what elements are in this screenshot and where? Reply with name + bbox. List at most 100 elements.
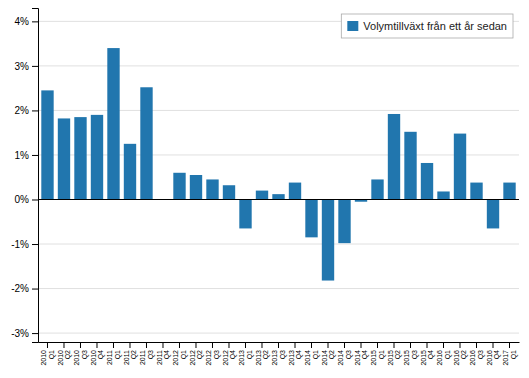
x-tick: 2015Q4: [420, 342, 435, 366]
x-tick: 2012Q1: [172, 342, 187, 366]
x-tick: 2016Q1: [436, 342, 451, 366]
y-tick-mark: [32, 155, 38, 156]
x-tick-mark: [344, 342, 345, 348]
y-tick: -3%: [11, 328, 38, 339]
x-tick: 2016Q3: [469, 342, 484, 366]
x-tick-label: 2012Q4: [222, 350, 237, 366]
x-tick: 2014Q4: [354, 342, 369, 366]
y-tick-label: 0%: [15, 194, 30, 205]
x-tick-label: 2010Q1: [40, 350, 55, 366]
bar: [322, 199, 334, 280]
bar: [404, 132, 416, 200]
x-tick-label: 2016Q4: [486, 350, 501, 366]
x-tick-label: 2014Q2: [321, 350, 336, 366]
y-tick: 2%: [15, 105, 38, 116]
bar: [58, 118, 70, 199]
x-tick-mark: [476, 342, 477, 348]
y-tick-label: 1%: [15, 150, 30, 161]
x-tick: 2014Q1: [304, 342, 319, 366]
x-tick-mark: [63, 342, 64, 348]
y-tick-mark: [32, 244, 38, 245]
x-tick: 2011Q1: [106, 342, 121, 365]
legend: Volymtillväxt från ett år sedan: [341, 14, 513, 38]
x-tick-mark: [295, 342, 296, 348]
x-tick: 2015Q3: [403, 342, 418, 366]
x-tick-mark: [129, 342, 130, 348]
x-tick-label: 2010Q4: [90, 350, 105, 366]
x-tick-label: 2011Q3: [139, 350, 154, 365]
y-tick-label: 4%: [15, 16, 30, 27]
x-tick-mark: [443, 342, 444, 348]
bar: [173, 173, 185, 200]
x-tick-label: 2012Q3: [205, 350, 220, 366]
x-tick-mark: [47, 342, 48, 348]
x-tick: 2013Q3: [271, 342, 286, 366]
bar: [41, 90, 53, 199]
x-tick-label: 2014Q1: [304, 350, 319, 366]
y-tick-label: 2%: [15, 105, 30, 116]
x-tick-label: 2015Q3: [403, 350, 418, 366]
bar: [487, 199, 499, 228]
x-tick-label: 2015Q2: [387, 350, 402, 366]
y-tick-mark: [32, 66, 38, 67]
y-tick-mark: [32, 199, 38, 200]
bar: [91, 115, 103, 200]
x-tick: 2010Q4: [90, 342, 105, 366]
x-tick-mark: [146, 342, 147, 348]
x-tick: 2010Q1: [40, 342, 55, 366]
x-tick: 2015Q1: [370, 342, 385, 366]
bar: [140, 87, 152, 199]
x-tick: 2012Q2: [189, 342, 204, 366]
x-tick-label: 2015Q4: [420, 350, 435, 366]
x-tick: 2014Q2: [321, 342, 336, 366]
bar: [338, 199, 350, 243]
x-tick-label: 2011Q2: [123, 350, 138, 365]
x-tick: 2014Q3: [337, 342, 352, 366]
y-tick: 3%: [15, 61, 38, 72]
x-tick-mark: [162, 342, 163, 348]
y-tick-label: -3%: [11, 328, 29, 339]
x-tick-mark: [394, 342, 395, 348]
x-tick: 2017Q1: [502, 342, 517, 366]
bar: [503, 183, 515, 200]
bar: [124, 144, 136, 200]
x-tick-mark: [460, 342, 461, 348]
x-tick: 2013Q1: [238, 342, 253, 366]
bar: [305, 199, 317, 237]
x-tick: 2013Q2: [255, 342, 270, 366]
x-tick-label: 2016Q3: [469, 350, 484, 366]
x-tick: 2012Q4: [222, 342, 237, 366]
y-tick: -2%: [11, 283, 38, 294]
grid-line: [38, 199, 519, 200]
x-tick-label: 2010Q2: [57, 350, 72, 366]
grid-line: [38, 288, 519, 289]
y-tick: 0%: [15, 194, 38, 205]
x-tick-label: 2012Q2: [189, 350, 204, 366]
x-tick-label: 2014Q4: [354, 350, 369, 366]
x-tick-label: 2016Q2: [453, 350, 468, 366]
plot: -3%-2%-1%0%1%2%3%4%2010Q12010Q22010Q3201…: [11, 9, 519, 366]
x-tick-mark: [179, 342, 180, 348]
x-tick-mark: [195, 342, 196, 348]
x-tick-label: 2013Q3: [271, 350, 286, 366]
x-tick-label: 2010Q3: [73, 350, 88, 366]
x-tick: 2010Q3: [73, 342, 88, 366]
x-tick-mark: [427, 342, 428, 348]
y-tick: -1%: [11, 239, 38, 250]
y-tick: 1%: [15, 150, 38, 161]
x-tick-mark: [410, 342, 411, 348]
bar: [388, 114, 400, 200]
x-tick-label: 2016Q1: [436, 350, 451, 366]
x-tick-label: 2013Q1: [238, 350, 253, 366]
grid: [38, 21, 519, 333]
grid-line: [38, 244, 519, 245]
x-tick-label: 2012Q1: [172, 350, 187, 366]
bar: [239, 199, 251, 228]
y-tick-mark: [32, 21, 38, 22]
legend-label: Volymtillväxt från ett år sedan: [363, 20, 507, 32]
x-tick: 2016Q2: [453, 342, 468, 366]
bar: [470, 183, 482, 200]
legend-swatch: [347, 21, 358, 31]
bar: [256, 191, 268, 200]
bar: [454, 134, 466, 200]
